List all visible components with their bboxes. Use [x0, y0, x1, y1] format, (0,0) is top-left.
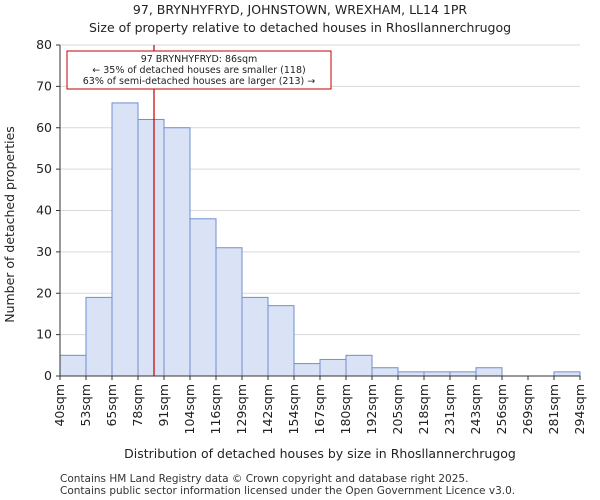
histogram-bar: [267, 305, 295, 377]
x-tick-label: 205sqm: [390, 384, 405, 434]
y-tick-label: 50: [36, 161, 52, 176]
histogram-bar: [59, 354, 87, 377]
histogram-bar: [319, 358, 347, 377]
histogram-bar: [111, 102, 139, 377]
y-tick-label: 70: [36, 78, 52, 93]
y-tick-label: 10: [36, 327, 52, 342]
y-tick-label: 40: [36, 203, 52, 218]
histogram-bar: [137, 118, 165, 377]
histogram-bar: [553, 371, 581, 377]
y-axis-title: Number of detached properties: [2, 126, 17, 323]
x-tick-label: 78sqm: [130, 384, 145, 427]
chart-title-address: 97, BRYNHYFRYD, JOHNSTOWN, WREXHAM, LL14…: [132, 2, 468, 17]
x-tick-label: 40sqm: [52, 384, 67, 427]
x-tick-label: 256sqm: [494, 384, 509, 434]
footer-copyright: Contains HM Land Registry data © Crown c…: [60, 473, 469, 485]
x-tick-label: 269sqm: [520, 384, 535, 434]
histogram-bar: [241, 296, 269, 377]
histogram-bar: [293, 363, 321, 377]
histogram-bar: [449, 371, 477, 377]
x-tick-label: 281sqm: [546, 384, 561, 434]
chart-title: Size of property relative to detached ho…: [88, 20, 512, 35]
x-tick-label: 231sqm: [442, 384, 457, 434]
annotation-text: 63% of semi-detached houses are larger (…: [83, 76, 316, 87]
histogram-bar: [85, 296, 113, 377]
y-tick-label: 60: [36, 120, 52, 135]
histogram-bar: [345, 354, 373, 377]
x-tick-label: 167sqm: [312, 384, 327, 434]
histogram-bar: [215, 247, 243, 377]
x-tick-label: 218sqm: [416, 384, 431, 434]
x-tick-label: 142sqm: [260, 384, 275, 434]
x-tick-label: 180sqm: [338, 384, 353, 434]
histogram-bar: [423, 371, 451, 377]
histogram-bar: [163, 127, 191, 377]
x-tick-label: 65sqm: [104, 384, 119, 427]
histogram-bar: [397, 371, 425, 377]
y-tick-label: 20: [36, 285, 52, 300]
y-tick-label: 0: [44, 368, 52, 383]
histogram-bar: [371, 367, 399, 377]
footer-licence: Contains public sector information licen…: [60, 485, 516, 497]
y-tick-label: 30: [36, 244, 52, 259]
y-tick-label: 80: [36, 37, 52, 52]
x-tick-label: 243sqm: [468, 384, 483, 434]
x-tick-label: 154sqm: [286, 384, 301, 434]
histogram-bar: [189, 218, 217, 377]
x-axis-title: Distribution of detached houses by size …: [124, 446, 516, 461]
histogram-bar: [475, 367, 503, 377]
x-tick-label: 104sqm: [182, 384, 197, 434]
x-tick-label: 91sqm: [156, 384, 171, 427]
x-tick-label: 129sqm: [234, 384, 249, 434]
x-tick-label: 116sqm: [208, 384, 223, 434]
annotation-text: ← 35% of detached houses are smaller (11…: [92, 65, 305, 76]
x-tick-label: 192sqm: [364, 384, 379, 434]
annotation-text: 97 BRYNHYFRYD: 86sqm: [141, 54, 258, 65]
x-tick-label: 53sqm: [78, 384, 93, 427]
annotation-box: [66, 50, 332, 90]
x-tick-label: 294sqm: [572, 384, 587, 434]
